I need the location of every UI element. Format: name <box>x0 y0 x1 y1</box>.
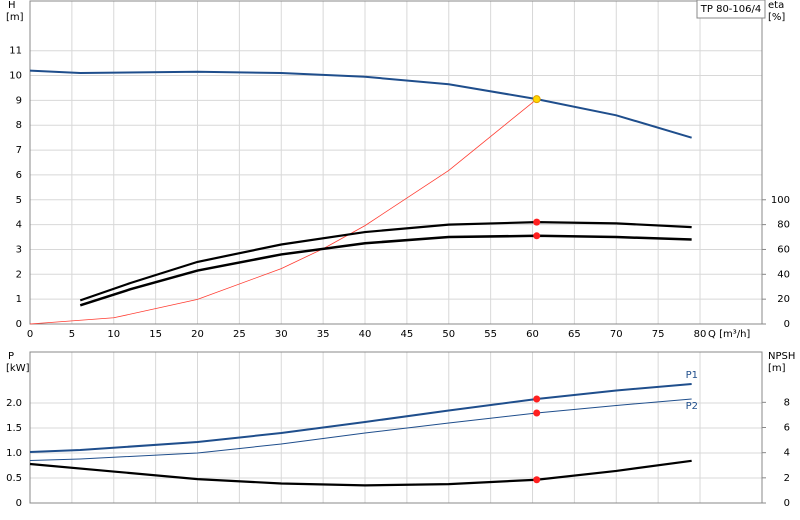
y-tick-label: 0.5 <box>6 473 22 484</box>
curve <box>79 234 692 307</box>
y-tick-label: 0 <box>16 498 22 509</box>
curve <box>29 98 537 325</box>
x-tick-label: 10 <box>107 329 120 340</box>
chart-title: TP 80-106/4 <box>700 4 761 15</box>
y-tick-label: 9 <box>16 95 22 106</box>
y-tick-label: 8 <box>16 120 22 131</box>
x-tick-label: 45 <box>401 329 414 340</box>
operating-point <box>533 409 541 417</box>
y-tick-label: 0 <box>16 319 22 330</box>
y-tick-label: 6 <box>16 170 22 181</box>
series-label: P1 <box>686 370 698 381</box>
x-tick-label: 30 <box>275 329 288 340</box>
y2-tick-label: 2 <box>784 473 790 484</box>
y2-tick-label: 0 <box>784 319 790 330</box>
y-tick-label: 10 <box>9 71 22 82</box>
y2-axis-label: eta <box>768 0 784 11</box>
y2-tick-label: 80 <box>777 220 790 231</box>
title-box <box>696 0 766 19</box>
y-tick-label: 2.0 <box>6 398 22 409</box>
operating-point <box>533 218 541 226</box>
x-axis-label: Q [m³/h] <box>708 329 750 340</box>
x-tick-label: 65 <box>568 329 581 340</box>
y2-tick-label: 40 <box>777 269 790 280</box>
y2-tick-label: 100 <box>771 195 790 206</box>
y2-tick-label: 0 <box>784 498 790 509</box>
x-tick-label: 25 <box>233 329 246 340</box>
x-tick-label: 5 <box>69 329 75 340</box>
y-tick-label: 11 <box>9 46 22 57</box>
y-axis-label: H <box>8 0 16 11</box>
y-tick-label: 1.0 <box>6 448 22 459</box>
y2-tick-label: 60 <box>777 244 790 255</box>
y-axis-label: P <box>8 351 14 362</box>
y2-axis-unit: [m] <box>768 363 786 374</box>
x-tick-label: 80 <box>694 329 707 340</box>
curve <box>29 69 692 139</box>
curve <box>29 398 692 461</box>
x-tick-label: 70 <box>610 329 623 340</box>
x-tick-label: 50 <box>442 329 455 340</box>
y2-axis-label: NPSH <box>768 351 795 362</box>
y2-tick-label: 20 <box>777 294 790 305</box>
y2-tick-label: 8 <box>784 397 790 408</box>
x-tick-label: 35 <box>317 329 330 340</box>
y-tick-label: 1.5 <box>6 423 22 434</box>
y-tick-label: 5 <box>16 195 22 206</box>
curve <box>29 383 692 453</box>
y-axis-unit: [kW] <box>6 363 30 374</box>
x-tick-label: 60 <box>526 329 539 340</box>
x-tick-label: 20 <box>191 329 204 340</box>
x-tick-label: 15 <box>149 329 162 340</box>
operating-point <box>533 232 541 240</box>
y-axis-unit: [m] <box>6 12 24 23</box>
operating-point <box>533 476 541 484</box>
operating-point <box>532 95 541 104</box>
y-tick-label: 3 <box>16 244 22 255</box>
x-tick-label: 75 <box>652 329 665 340</box>
curve <box>79 221 692 302</box>
y-tick-label: 4 <box>16 220 22 231</box>
plot-frame <box>29 351 763 504</box>
x-tick-label: 55 <box>484 329 497 340</box>
y-tick-label: 7 <box>16 145 22 156</box>
operating-point <box>533 395 541 403</box>
y-tick-label: 2 <box>16 269 22 280</box>
y-tick-label: 1 <box>16 294 22 305</box>
y2-axis-unit: [%] <box>768 12 785 23</box>
x-tick-label: 0 <box>27 329 33 340</box>
plot-frame <box>29 0 763 325</box>
series-label: P2 <box>686 401 698 412</box>
y2-tick-label: 6 <box>784 423 790 434</box>
curve <box>29 459 692 487</box>
x-tick-label: 40 <box>359 329 372 340</box>
y2-tick-label: 4 <box>784 448 790 459</box>
